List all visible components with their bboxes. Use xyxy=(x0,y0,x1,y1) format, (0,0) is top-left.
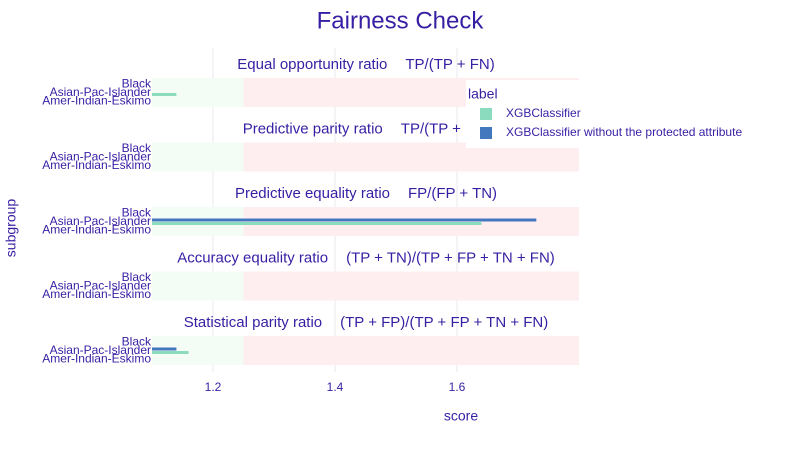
bar xyxy=(152,218,537,222)
subgroup-tick-label: Asian-Pac-Islander xyxy=(50,214,151,228)
panel-metric: Accuracy equality ratio xyxy=(177,249,328,266)
subgroup-tick-label: Amer-Indian-Eskimo xyxy=(42,94,151,108)
panel-title: Predictive equality ratio FP/(FP + TN) xyxy=(235,185,497,202)
legend-entry-label: XGBClassifier without the protected attr… xyxy=(506,125,742,139)
subgroup-tick-label: Amer-Indian-Eskimo xyxy=(42,158,151,172)
legend-swatch xyxy=(480,127,492,139)
fair-zone xyxy=(152,142,244,172)
subgroup-tick-label: Asian-Pac-Islander xyxy=(50,343,151,357)
bar xyxy=(152,222,482,225)
x-tick-label: 1.6 xyxy=(449,380,466,394)
legend-background xyxy=(466,80,756,148)
subgroup-tick-label: Asian-Pac-Islander xyxy=(50,150,151,164)
panel-title: Accuracy equality ratio (TP + TN)/(TP + F… xyxy=(177,249,555,266)
subgroup-tick-label: Black xyxy=(122,141,152,155)
fairness-panel: Accuracy equality ratio (TP + TN)/(TP + F… xyxy=(42,249,579,301)
panel-formula: (TP + TN)/(TP + FP + TN + FN) xyxy=(346,249,555,266)
chart-title: Fairness Check xyxy=(317,7,485,34)
panel-metric: Predictive equality ratio xyxy=(235,185,390,202)
legend: label XGBClassifier XGBClassifier without… xyxy=(466,80,756,148)
fair-zone xyxy=(152,271,244,301)
subgroup-tick-label: Asian-Pac-Islander xyxy=(50,85,151,99)
panel-formula: TP/(TP + FN) xyxy=(405,56,494,73)
panel-title: Equal opportunity ratio TP/(TP + FN) xyxy=(237,56,494,73)
fair-zone xyxy=(152,78,244,107)
subgroup-tick-label: Amer-Indian-Eskimo xyxy=(42,223,151,237)
unfair-zone xyxy=(243,336,579,365)
panel-title: Statistical parity ratio (TP + FP)/(TP + … xyxy=(184,314,549,331)
y-axis-label: subgroup xyxy=(3,199,19,258)
unfair-zone xyxy=(243,271,579,301)
panel-metric: Predictive parity ratio xyxy=(243,120,383,137)
panel-formula: FP/(FP + TN) xyxy=(408,185,497,202)
subgroup-tick-label: Asian-Pac-Islander xyxy=(50,279,151,293)
panel-title: Predictive parity ratio TP/(TP + FP) xyxy=(243,120,490,137)
subgroup-tick-label: Amer-Indian-Eskimo xyxy=(42,352,151,366)
legend-entry-label: XGBClassifier xyxy=(506,106,581,120)
subgroup-tick-label: Black xyxy=(122,270,152,284)
subgroup-tick-label: Amer-Indian-Eskimo xyxy=(42,287,151,301)
panel-metric: Equal opportunity ratio xyxy=(237,56,387,73)
legend-swatch xyxy=(480,108,492,120)
legend-title: label xyxy=(468,86,498,102)
subgroup-tick-label: Black xyxy=(122,77,152,91)
x-axis-label: score xyxy=(444,408,478,424)
x-tick-label: 1.2 xyxy=(205,380,222,394)
bar xyxy=(152,351,189,354)
x-tick-label: 1.4 xyxy=(327,380,344,394)
panel-formula: (TP + FP)/(TP + FP + TN + FN) xyxy=(340,314,548,331)
subgroup-tick-label: Black xyxy=(122,206,152,220)
panel-metric: Statistical parity ratio xyxy=(184,314,322,331)
subgroup-tick-label: Black xyxy=(122,335,152,349)
bar xyxy=(152,93,177,96)
bar xyxy=(152,347,177,351)
fairness-panel: Predictive equality ratio FP/(FP + TN) Bla… xyxy=(42,185,579,237)
fairness-panel: Statistical parity ratio (TP + FP)/(TP + … xyxy=(42,314,579,366)
x-ticks-layer: 1.2 1.4 1.6 xyxy=(205,380,466,394)
